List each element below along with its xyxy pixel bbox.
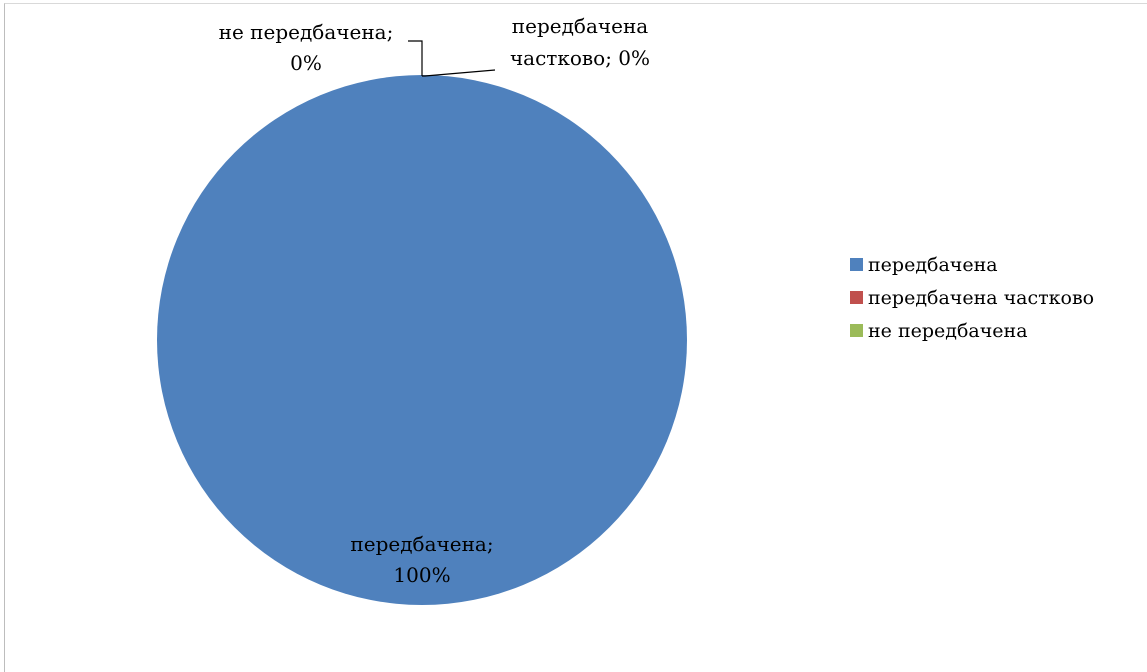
data-label-peredbachena-line2: 100% (393, 563, 450, 587)
data-label-ne-peredbachena: не передбачена; 0% (219, 20, 394, 75)
data-label-ne-peredbachena-line1: не передбачена; (219, 20, 394, 44)
legend-label-peredbachena: передбачена (868, 254, 998, 276)
legend-label-peredbachena-chastkovo: передбачена частково (868, 287, 1094, 309)
data-label-peredbachena-chastkovo-line1: передбачена (512, 14, 648, 38)
data-label-ne-peredbachena-line2: 0% (290, 51, 322, 75)
leader-line-ne-peredbachena (408, 40, 423, 76)
legend-item-ne-peredbachena: не передбачена (850, 320, 1028, 342)
data-label-peredbachena-chastkovo: передбачена частково; 0% (510, 14, 650, 70)
chart-frame (4, 3, 1147, 672)
pie-slice-peredbachena (157, 75, 687, 605)
data-label-peredbachena: передбачена; 100% (350, 532, 493, 587)
leader-line-peredbachena-chastkovo (422, 69, 496, 77)
legend-item-peredbachena: передбачена (850, 254, 998, 276)
data-label-peredbachena-chastkovo-line2: частково; 0% (510, 46, 650, 70)
legend: передбачена передбачена частково не пере… (850, 254, 1094, 342)
legend-swatch-peredbachena (850, 258, 863, 271)
legend-swatch-peredbachena-chastkovo (850, 291, 863, 304)
data-label-peredbachena-line1: передбачена; (350, 532, 493, 556)
legend-swatch-ne-peredbachena (850, 324, 863, 337)
legend-label-ne-peredbachena: не передбачена (868, 320, 1028, 342)
legend-item-peredbachena-chastkovo: передбачена частково (850, 287, 1094, 309)
pie-slices (157, 75, 687, 605)
